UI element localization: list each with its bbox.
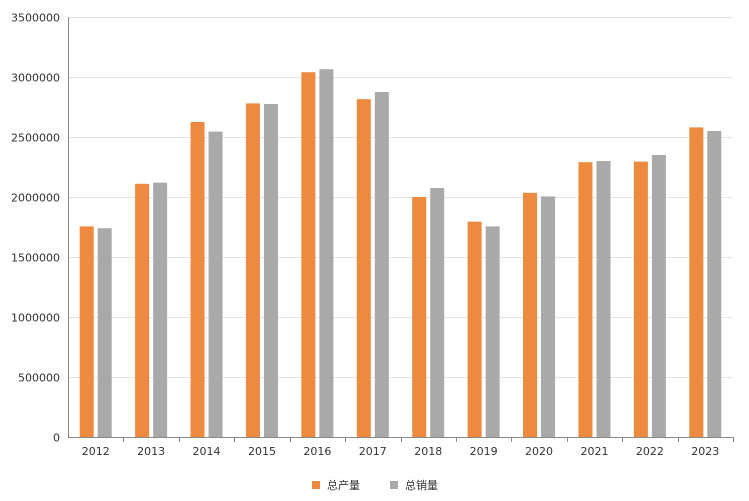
bar-production (412, 197, 427, 437)
x-tick-label: 2016 (303, 445, 331, 458)
bar-production (467, 221, 482, 437)
bar-production (135, 183, 150, 437)
bar-sales (263, 104, 278, 437)
y-tick-label: 1000000 (11, 312, 60, 325)
x-tick-label: 2019 (470, 445, 498, 458)
bars (79, 69, 722, 438)
bar-sales (541, 196, 556, 437)
x-tick-label: 2014 (193, 445, 221, 458)
bar-production (245, 103, 260, 438)
legend-label: 总产量 (327, 478, 360, 492)
legend-swatch (312, 481, 320, 489)
bar-production (689, 127, 704, 438)
y-tick-label: 3000000 (11, 72, 60, 85)
bar-sales (485, 226, 500, 437)
bar-sales (153, 182, 168, 437)
bar-sales (319, 69, 334, 437)
bar-production (79, 226, 94, 437)
bar-production (523, 192, 538, 437)
x-tick-label: 2021 (580, 445, 608, 458)
bar-sales (596, 161, 611, 437)
gridlines (68, 17, 733, 378)
y-tick-label: 2500000 (11, 132, 60, 145)
y-tick-label: 1500000 (11, 252, 60, 265)
y-tick-label: 0 (53, 432, 60, 445)
y-axis: 0 500000 1000000 1500000 2000000 2500000 30000… (11, 12, 69, 445)
bar-production (190, 122, 205, 437)
x-tick-label: 2015 (248, 445, 276, 458)
x-tick-label: 2013 (137, 445, 165, 458)
x-tick-label: 2018 (414, 445, 442, 458)
x-tick-label: 2022 (636, 445, 664, 458)
bar-production (578, 162, 593, 437)
bar-sales (707, 131, 722, 437)
x-axis: 2012 2013 2014 2015 2016 2017 2018 2019 2020 2021… (68, 437, 734, 458)
bar-sales (208, 131, 223, 437)
bar-production (356, 99, 371, 437)
y-tick-label: 2000000 (11, 192, 60, 205)
bar-production (633, 161, 648, 437)
x-tick-label: 2012 (82, 445, 110, 458)
bar-sales (651, 155, 666, 437)
bar-sales (374, 92, 389, 437)
bar-production (301, 72, 316, 437)
x-tick-label: 2017 (359, 445, 387, 458)
x-tick-label: 2023 (691, 445, 719, 458)
x-tick-label: 2020 (525, 445, 553, 458)
legend-swatch (390, 481, 398, 489)
bar-sales (430, 188, 445, 437)
y-tick-label: 500000 (18, 372, 60, 385)
legend: 总产量 总销量 (312, 478, 438, 492)
legend-label: 总销量 (405, 478, 438, 492)
y-tick-label: 3500000 (11, 12, 60, 25)
bar-sales (97, 228, 112, 437)
